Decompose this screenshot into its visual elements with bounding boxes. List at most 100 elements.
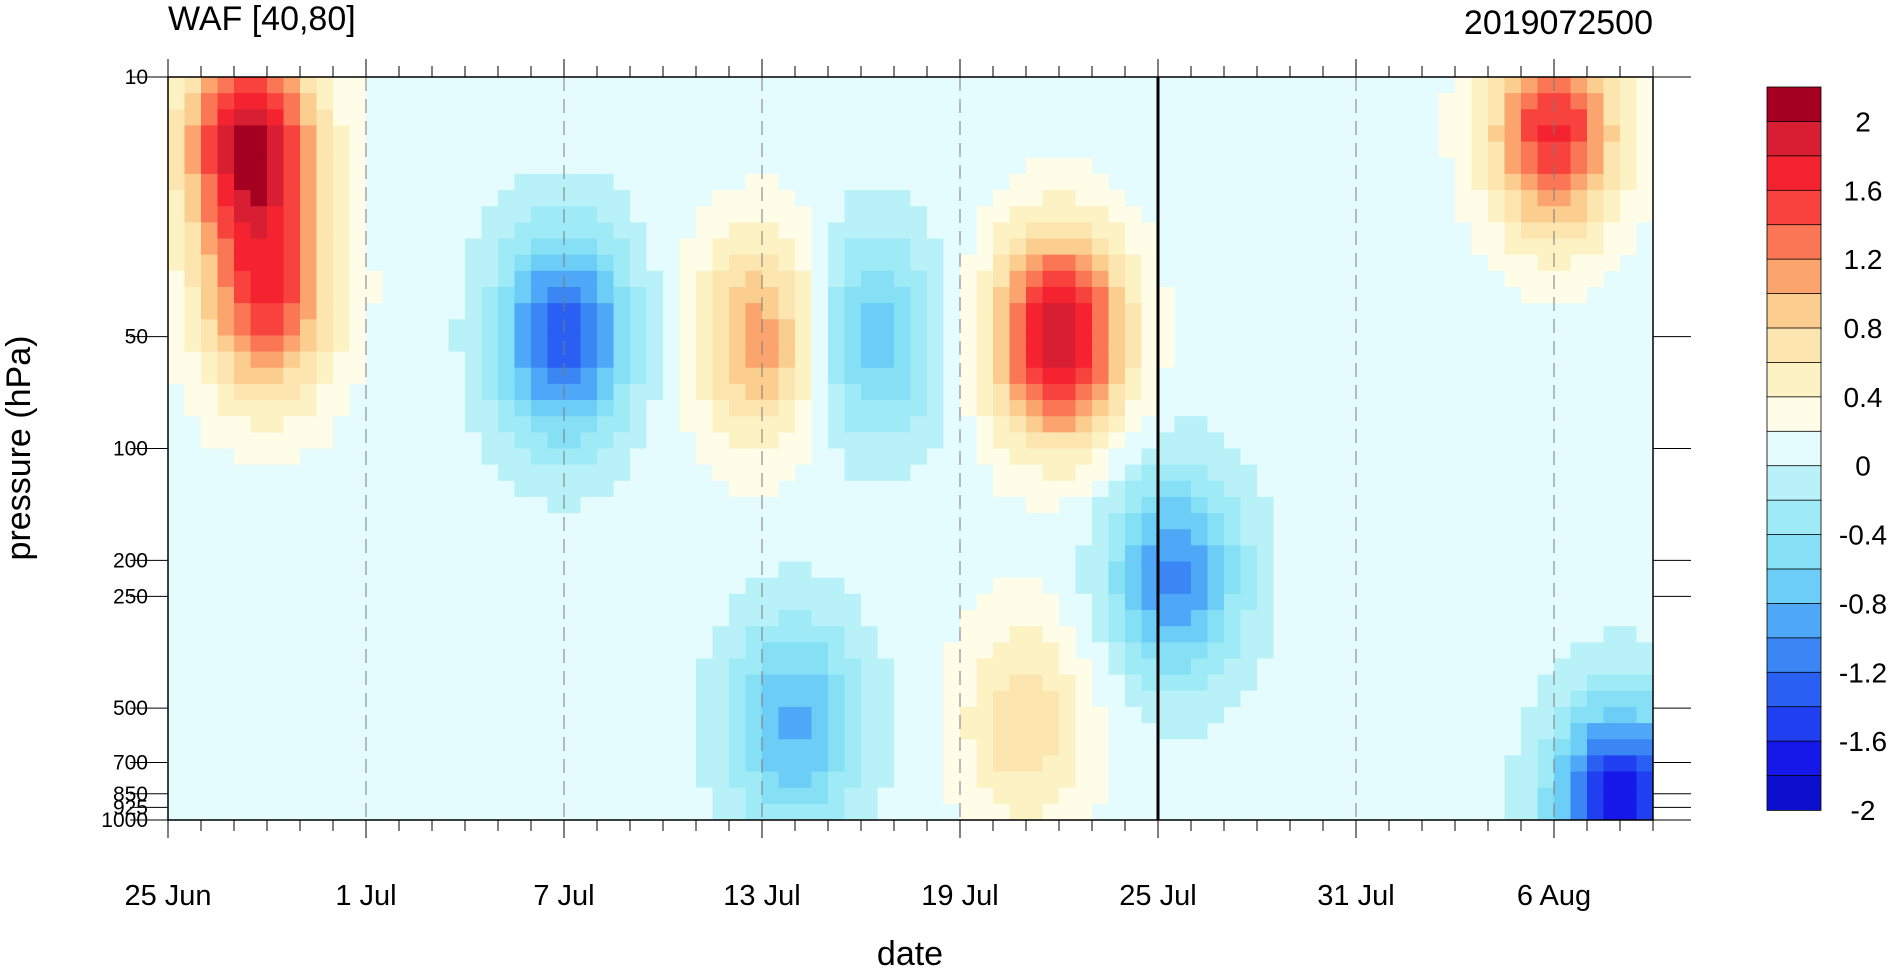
field-cell — [1636, 480, 1653, 498]
field-cell — [382, 109, 400, 127]
field-cell — [415, 319, 433, 337]
field-cell — [828, 448, 846, 466]
field-cell — [1290, 658, 1308, 676]
field-cell — [1488, 416, 1506, 433]
field-cell — [1273, 642, 1291, 660]
field-cell — [1471, 464, 1489, 482]
field-cell — [1240, 351, 1258, 369]
field-cell — [349, 383, 367, 401]
field-cell — [250, 93, 268, 110]
field-cell — [564, 173, 582, 191]
field-cell — [234, 319, 252, 337]
field-cell — [1521, 787, 1539, 805]
field-cell — [844, 222, 862, 240]
field-cell — [679, 141, 697, 159]
field-cell — [1422, 739, 1440, 756]
field-cell — [1471, 254, 1489, 272]
field-cell — [366, 157, 384, 175]
field-cell — [1438, 173, 1456, 191]
field-cell — [795, 803, 813, 820]
field-cell — [1240, 496, 1258, 514]
field-cell — [1191, 529, 1209, 547]
field-cell — [1537, 787, 1555, 805]
field-cell — [1158, 464, 1176, 482]
field-cell — [1290, 529, 1308, 547]
field-cell — [1306, 254, 1324, 272]
field-cell — [1521, 77, 1539, 94]
field-cell — [1323, 706, 1341, 724]
field-cell — [1620, 771, 1638, 789]
field-cell — [1339, 125, 1357, 143]
field-cell — [993, 157, 1011, 175]
field-cell — [1389, 270, 1407, 288]
field-cell — [1504, 642, 1522, 660]
field-cell — [1455, 545, 1473, 563]
field-cell — [1471, 383, 1489, 401]
field-cell — [1059, 206, 1077, 223]
field-cell — [1438, 319, 1456, 337]
field-cell — [1026, 610, 1044, 627]
field-cell — [382, 432, 400, 450]
field-cell — [1620, 77, 1638, 94]
field-cell — [1042, 529, 1060, 547]
field-cell — [349, 93, 367, 110]
field-cell — [300, 577, 318, 595]
field-cell — [300, 222, 318, 240]
field-cell — [1240, 286, 1258, 304]
field-cell — [1372, 77, 1390, 94]
field-cell — [712, 432, 730, 450]
field-cell — [1009, 351, 1027, 369]
field-cell — [300, 416, 318, 433]
field-cell — [1273, 448, 1291, 466]
field-cell — [943, 755, 961, 773]
field-cell — [382, 626, 400, 643]
field-cell — [844, 206, 862, 223]
field-cell — [960, 593, 978, 611]
field-cell — [894, 270, 912, 288]
field-cell — [778, 803, 796, 820]
field-cell — [564, 109, 582, 127]
field-cell — [910, 109, 928, 127]
field-cell — [1455, 383, 1473, 401]
field-cell — [1372, 125, 1390, 143]
field-cell — [300, 755, 318, 773]
field-cell — [729, 658, 747, 676]
field-cell — [1009, 690, 1027, 708]
field-cell — [811, 706, 829, 724]
field-cell — [712, 690, 730, 708]
field-cell — [993, 448, 1011, 466]
field-cell — [1323, 206, 1341, 223]
field-cell — [910, 77, 928, 94]
field-cell — [1471, 319, 1489, 337]
field-cell — [762, 577, 780, 595]
field-cell — [1587, 254, 1605, 272]
field-cell — [1224, 658, 1242, 676]
field-cell — [1587, 319, 1605, 337]
field-cell — [564, 513, 582, 530]
field-cell — [168, 351, 186, 369]
field-cell — [910, 642, 928, 660]
field-cell — [679, 109, 697, 127]
field-cell — [547, 674, 565, 692]
field-cell — [349, 496, 367, 514]
field-cell — [1026, 706, 1044, 724]
field-cell — [1306, 480, 1324, 498]
field-cell — [663, 367, 681, 385]
field-cell — [1158, 593, 1176, 611]
field-cell — [1570, 513, 1588, 530]
field-cell — [448, 448, 466, 466]
field-cell — [234, 238, 252, 256]
field-cell — [976, 690, 994, 708]
field-cell — [1306, 610, 1324, 627]
field-cell — [1075, 674, 1093, 692]
field-cell — [448, 157, 466, 175]
field-cell — [1488, 303, 1506, 320]
field-cell — [201, 335, 219, 353]
field-cell — [1207, 723, 1225, 740]
field-cell — [399, 173, 417, 191]
field-cell — [1636, 286, 1653, 304]
field-cell — [910, 416, 928, 433]
field-cell — [448, 739, 466, 756]
field-cell — [234, 771, 252, 789]
field-cell — [630, 400, 648, 417]
